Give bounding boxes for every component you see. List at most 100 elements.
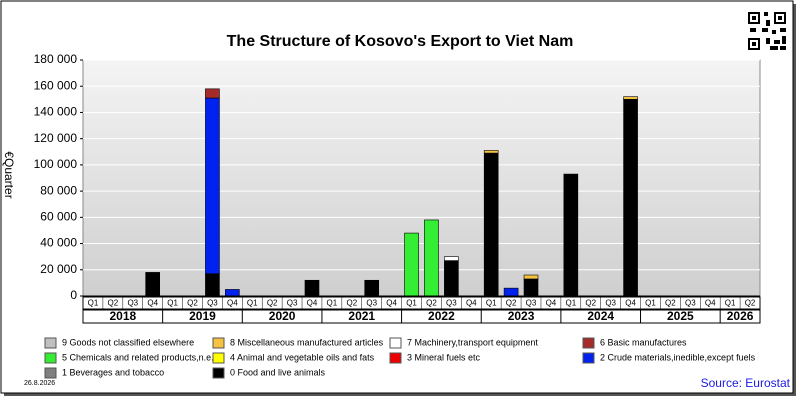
x-tick-label: Q4 (227, 299, 238, 308)
legend-label: 1 Beverages and tobacco (62, 367, 164, 377)
x-tick-label: Q2 (426, 299, 437, 308)
y-tick-label: 20 000 (40, 262, 77, 276)
bar-segment (523, 278, 539, 297)
x-tick-label: Q2 (346, 299, 357, 308)
bar-segment (225, 289, 240, 297)
bar-segment (623, 96, 638, 100)
legend-swatch (212, 367, 225, 379)
x-tick-label: Q4 (147, 299, 158, 308)
y-tick-label: 80 000 (40, 183, 77, 197)
year-label: 2018 (109, 309, 136, 323)
x-tick-label: Q2 (267, 299, 278, 308)
bar-segment (205, 97, 220, 275)
year-label: 2024 (587, 309, 614, 323)
bar-segment (145, 272, 160, 297)
bar-segment (205, 273, 220, 297)
x-tick-label: Q2 (585, 299, 596, 308)
legend-swatch (582, 352, 595, 364)
legend-label: 7 Machinery,transport equipment (407, 337, 538, 347)
x-tick-label: Q1 (406, 299, 417, 308)
y-tick-label: 160 000 (34, 78, 78, 92)
x-tick-label: Q2 (108, 299, 119, 308)
bar-segment (623, 99, 638, 297)
bar-segment (563, 173, 579, 297)
x-tick-label: Q1 (247, 299, 258, 308)
legend-label: 8 Miscellaneous manufactured articles (230, 337, 384, 347)
legend-swatch (582, 337, 595, 349)
year-row (82, 309, 761, 324)
x-tick-label: Q3 (685, 299, 696, 308)
year-label: 2026 (727, 309, 754, 323)
year-label: 2021 (348, 309, 375, 323)
plot-area (82, 59, 761, 297)
x-tick-label: Q3 (287, 299, 298, 308)
legend-swatch (44, 337, 57, 349)
y-tick-label: 180 000 (34, 52, 78, 66)
x-tick-label: Q4 (705, 299, 716, 308)
legend-swatch (44, 367, 57, 379)
y-axis-label: €Quarter (2, 151, 16, 198)
x-tick-label: Q3 (526, 299, 537, 308)
qr-code (748, 12, 786, 50)
bar-segment (304, 279, 320, 297)
y-tick-label: 100 000 (34, 157, 78, 171)
x-tick-label: Q1 (566, 299, 577, 308)
legend-label: 5 Chemicals and related products,n.e.s. (62, 352, 221, 362)
x-tick-label: Q4 (625, 299, 636, 308)
year-label: 2025 (667, 309, 694, 323)
bar-segment (483, 152, 499, 297)
x-tick-label: Q3 (207, 299, 218, 308)
y-tick-label: 140 000 (34, 105, 78, 119)
bar-segment (205, 88, 220, 99)
bar-segment (444, 256, 459, 261)
y-tick-label: 120 000 (34, 131, 78, 145)
legend-swatch (212, 337, 225, 349)
legend-label: 0 Food and live animals (230, 367, 326, 377)
legend-label: 3 Mineral fuels etc (407, 352, 481, 362)
x-tick-label: Q4 (307, 299, 318, 308)
year-label: 2019 (189, 309, 216, 323)
x-tick-label: Q3 (366, 299, 377, 308)
legend-label: 2 Crude materials,inedible,except fuels (600, 352, 756, 362)
y-tick-label: 60 000 (40, 210, 77, 224)
y-tick-label: 40 000 (40, 236, 77, 250)
year-label: 2023 (508, 309, 535, 323)
y-tick-label: 0 (70, 288, 77, 302)
x-tick-label: Q2 (506, 299, 517, 308)
bar-segment (444, 260, 459, 297)
bar-segment (424, 219, 439, 297)
x-tick-label: Q4 (386, 299, 397, 308)
date: 26.8.2026 (24, 380, 55, 387)
x-tick-label: Q1 (645, 299, 656, 308)
bar-segment (483, 150, 499, 154)
x-tick-label: Q1 (167, 299, 178, 308)
x-tick-label: Q4 (546, 299, 557, 308)
x-tick-label: Q1 (486, 299, 497, 308)
bar-segment (364, 279, 380, 297)
x-tick-label: Q2 (187, 299, 198, 308)
legend-label: 9 Goods not classified elsewhere (62, 337, 194, 347)
x-tick-label: Q3 (446, 299, 457, 308)
x-tick-label: Q1 (725, 299, 736, 308)
legend-swatch (44, 352, 57, 364)
bar-segment (503, 287, 519, 297)
source: Source: Eurostat (701, 376, 791, 390)
x-tick-label: Q1 (88, 299, 99, 308)
bar-segment (523, 274, 539, 280)
x-tick-label: Q3 (127, 299, 138, 308)
x-tick-label: Q1 (327, 299, 338, 308)
x-tick-label: Q2 (665, 299, 676, 308)
x-tick-label: Q3 (605, 299, 616, 308)
x-tick-label: Q2 (745, 299, 756, 308)
legend-swatch (212, 352, 225, 364)
legend-label: 4 Animal and vegetable oils and fats (230, 352, 375, 362)
year-label: 2020 (269, 309, 296, 323)
year-label: 2022 (428, 309, 455, 323)
legend-label: 6 Basic manufactures (600, 337, 687, 347)
legend-swatch (389, 337, 402, 349)
chart-title: The Structure of Kosovo's Export to Viet… (227, 33, 574, 50)
x-tick-label: Q4 (466, 299, 477, 308)
legend-swatch (389, 352, 402, 364)
